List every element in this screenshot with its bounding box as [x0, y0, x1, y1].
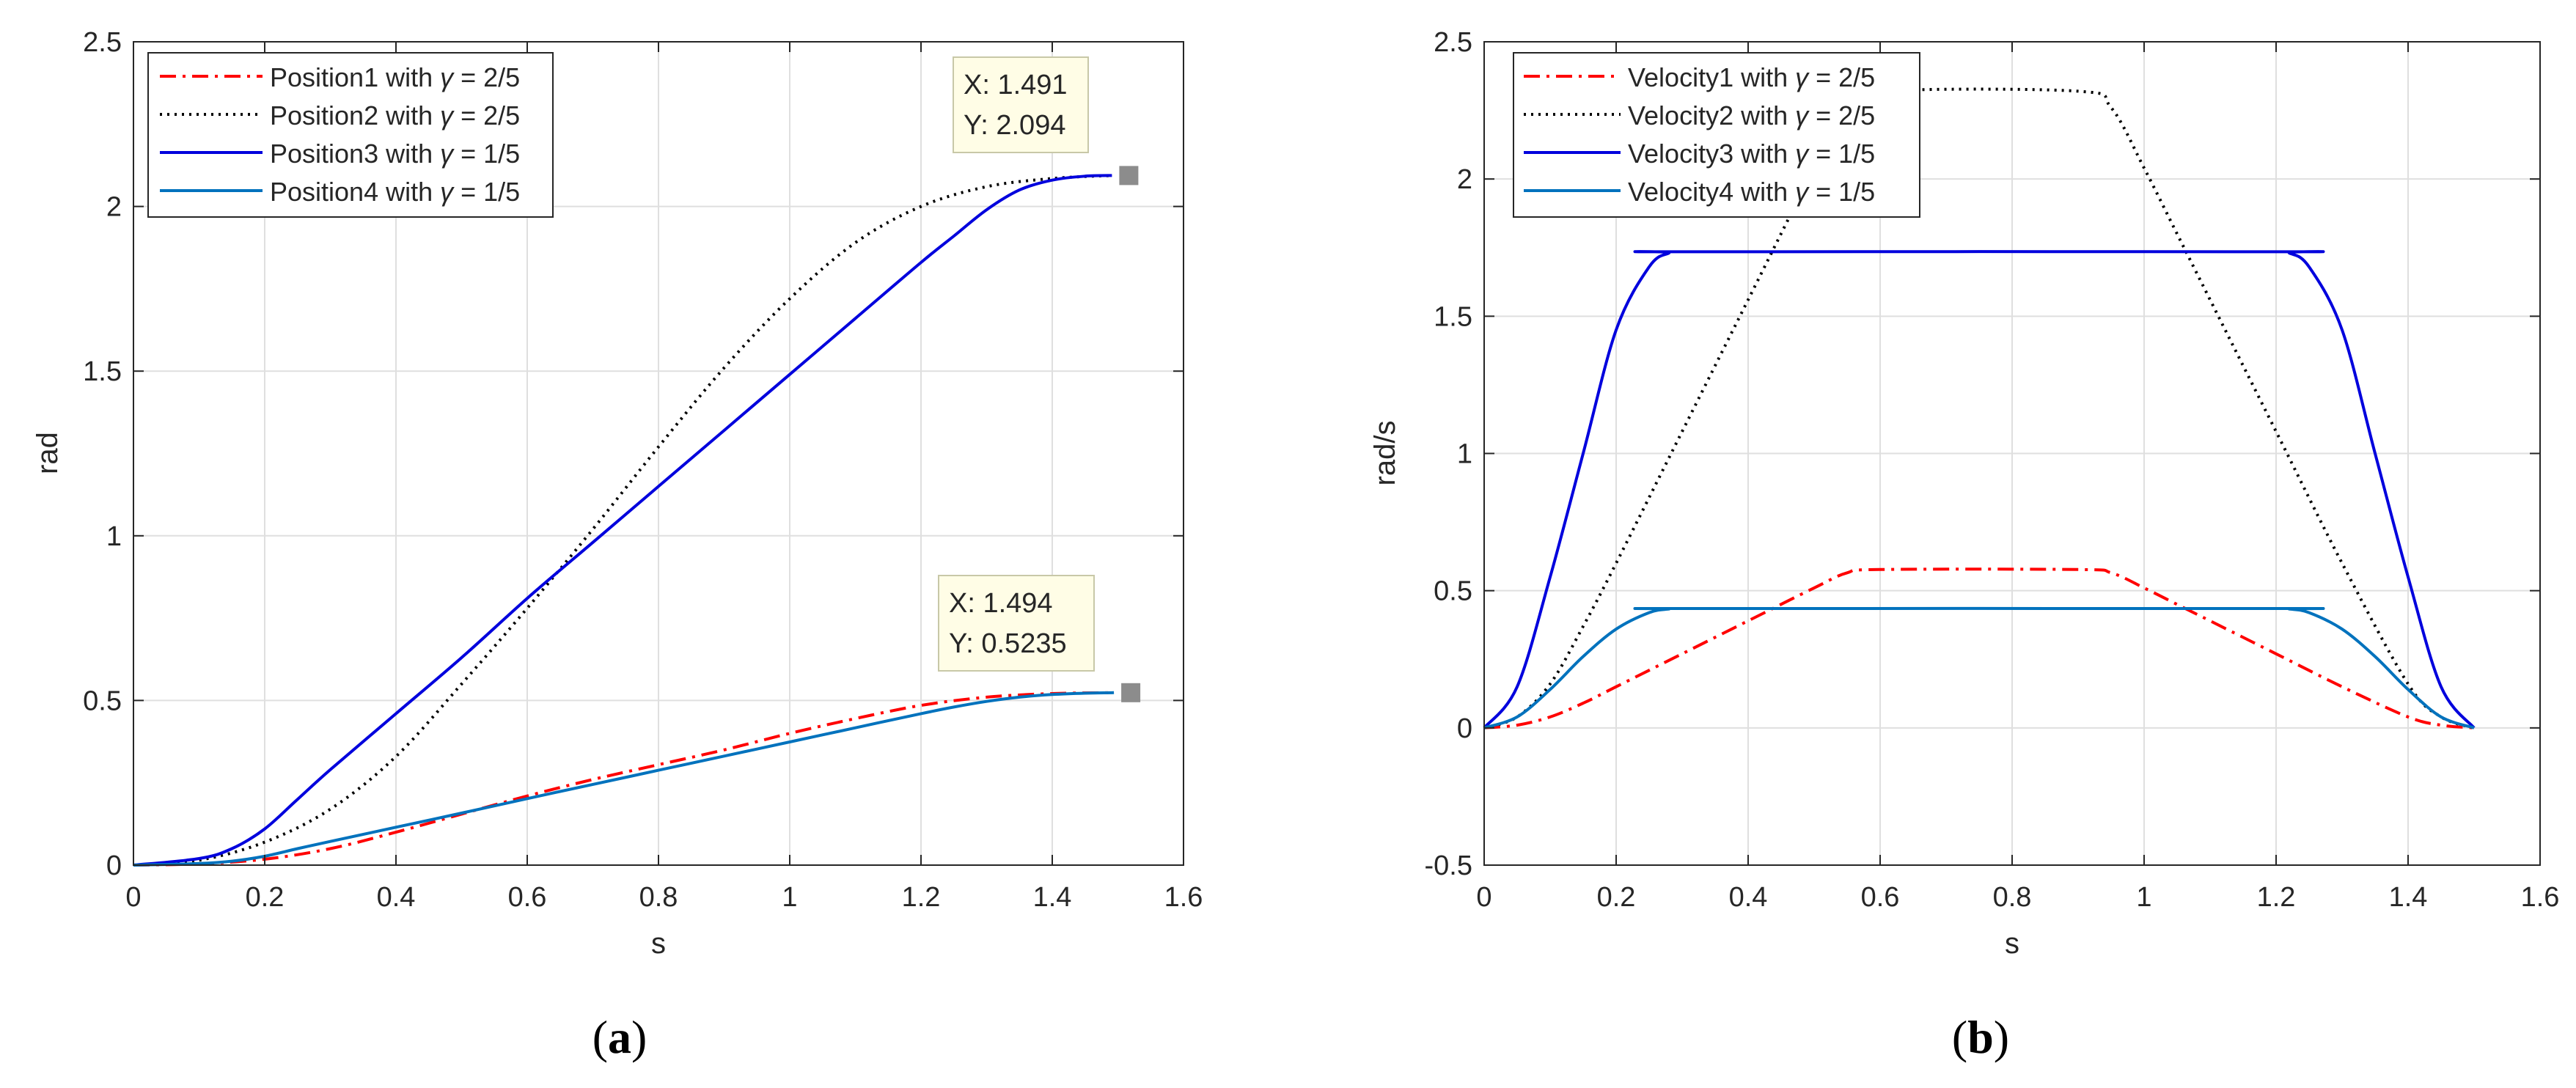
legend-label: Position3 with γ = 1/5: [270, 139, 520, 169]
x-tick-label: 1: [2136, 882, 2151, 913]
series-line: [1483, 567, 2475, 729]
legend: Velocity1 with γ = 2/5 Velocity2 with γ …: [1513, 52, 1920, 218]
legend-entry: Velocity2 with γ = 2/5: [1524, 100, 1875, 131]
y-tick-label: 1.5: [1434, 301, 1472, 332]
datatip-marker: [1121, 683, 1141, 702]
x-tick-label: 0.6: [1861, 882, 1900, 913]
y-tick-label: 2.5: [83, 27, 122, 58]
series-line: [133, 174, 1112, 867]
datatip-box: [953, 56, 1089, 153]
legend-entry: Position4 with γ = 1/5: [160, 177, 520, 207]
x-ticks: 0 0.2 0.4 0.6 0.8 1 1.2 1.4 1.6: [1476, 42, 2559, 913]
y-tick-label: 0: [1457, 713, 1472, 744]
x-tick-label: 1.2: [2257, 882, 2296, 913]
legend-label: Velocity1 with γ = 2/5: [1628, 62, 1875, 92]
y-tick-label: -0.5: [1425, 850, 1472, 881]
x-tick-label: 1: [782, 882, 797, 913]
legend-entry: Position2 with γ = 2/5: [160, 100, 520, 131]
x-tick-label: 1.6: [2521, 882, 2560, 913]
legend-label: Velocity3 with γ = 1/5: [1628, 139, 1875, 169]
datatip-marker: [1119, 166, 1139, 185]
y-tick-label: 1: [1457, 439, 1472, 470]
y-tick-label: 2: [106, 192, 122, 223]
y-axis-label: rad/s: [1369, 421, 1401, 486]
chart-panel-b: 0 0.2 0.4 0.6 0.8 1 1.2 1.4 1.6 -0.500.511.522.5…: [1369, 27, 2559, 1063]
x-tick-label: 0.4: [1729, 882, 1768, 913]
y-tick-label: 0: [106, 850, 122, 881]
series-line: [133, 691, 1115, 867]
series-line: [1483, 87, 2475, 729]
x-axis-label: s: [2005, 927, 2019, 960]
legend-label: Position1 with γ = 2/5: [270, 62, 520, 92]
series-line: [1483, 606, 2475, 729]
y-tick-label: 0.5: [1434, 576, 1472, 607]
y-tick-label: 1: [106, 521, 122, 552]
legend-entry: Velocity4 with γ = 1/5: [1524, 177, 1875, 207]
datatip-y: Y: 0.5235: [949, 628, 1067, 659]
panel-label-b: (b): [1952, 1011, 2009, 1063]
datatip[interactable]: X: 1.494 Y: 0.5235: [938, 575, 1141, 702]
x-tick-label: 1.4: [1033, 882, 1072, 913]
series-line: [133, 691, 1112, 867]
legend-entry: Position1 with γ = 2/5: [160, 62, 520, 92]
y-tick-label: 2.5: [1434, 27, 1472, 58]
x-tick-label: 1.4: [2389, 882, 2428, 913]
panel-label-a: (a): [592, 1011, 647, 1063]
legend: Position1 with γ = 2/5 Position2 with γ …: [147, 52, 554, 218]
legend-label: Position4 with γ = 1/5: [270, 177, 520, 207]
x-ticks: 0 0.2 0.4 0.6 0.8 1 1.2 1.4 1.6: [125, 42, 1203, 913]
x-tick-label: 0.8: [639, 882, 678, 913]
x-tick-label: 0.8: [1993, 882, 2032, 913]
x-tick-label: 0.4: [377, 882, 416, 913]
datatip[interactable]: X: 1.491 Y: 2.094: [953, 56, 1139, 185]
y-ticks: 0 0.5 1 1.5 2 2.5: [83, 27, 1184, 881]
chart-panel-a: 0 0.2 0.4 0.6 0.8 1 1.2 1.4 1.6 0 0.5 1 1.5 2 2.5 s r…: [32, 27, 1203, 1063]
x-tick-label: 0.2: [1597, 882, 1636, 913]
legend-label: Position2 with γ = 2/5: [270, 100, 520, 131]
y-axis-label: rad: [32, 432, 64, 474]
datatip-x: X: 1.494: [949, 588, 1053, 619]
series-line: [1483, 250, 2476, 729]
legend-entry: Position3 with γ = 1/5: [160, 139, 520, 169]
datatip-box: [938, 575, 1095, 672]
x-tick-label: 0: [125, 882, 141, 913]
x-tick-label: 1.6: [1164, 882, 1203, 913]
y-tick-label: 2: [1457, 164, 1472, 195]
datatip-x: X: 1.491: [964, 70, 1068, 100]
y-tick-label: 0.5: [83, 685, 122, 716]
legend-label: Velocity4 with γ = 1/5: [1628, 177, 1875, 207]
x-axis-label: s: [651, 927, 666, 960]
legend-entry: Velocity3 with γ = 1/5: [1524, 139, 1875, 169]
legend-label: Velocity2 with γ = 2/5: [1628, 100, 1875, 131]
series-line: [133, 174, 1112, 867]
x-tick-label: 1.2: [902, 882, 941, 913]
series-lines: [1483, 87, 2476, 729]
x-tick-label: 0.2: [246, 882, 285, 913]
series-lines: [133, 174, 1115, 867]
legend-entry: Velocity1 with γ = 2/5: [1524, 62, 1875, 92]
y-tick-label: 1.5: [83, 356, 122, 387]
datatip-y: Y: 2.094: [964, 110, 1065, 141]
x-tick-label: 0.6: [508, 882, 547, 913]
y-ticks: -0.5 0 0.5 1 1.5 2 2.5: [1425, 27, 2540, 881]
x-tick-label: 0: [1476, 882, 1491, 913]
